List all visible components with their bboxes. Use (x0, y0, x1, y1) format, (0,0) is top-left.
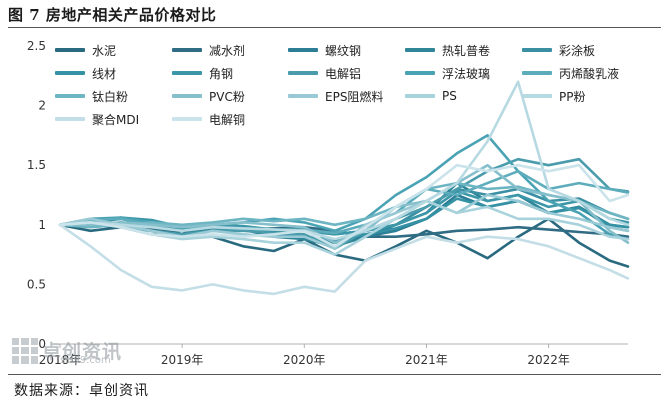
legend-item: 水泥 (55, 42, 116, 58)
legend-item: 线材 (55, 65, 116, 81)
legend-swatch (522, 48, 552, 52)
legend-label: 电解铜 (209, 112, 246, 127)
x-tick-label: 2021年 (405, 353, 448, 367)
legend-label: 热轧普卷 (442, 43, 491, 58)
source-note: 数据来源：卓创资讯 (14, 383, 149, 399)
legend-item: 螺纹钢 (288, 42, 361, 58)
legend-label: 水泥 (92, 43, 117, 58)
legend-swatch (288, 48, 318, 52)
legend-label: 浮法玻璃 (442, 66, 491, 81)
legend-label: PP粉 (559, 89, 586, 104)
legend-label: EPS阻燃料 (325, 89, 384, 104)
y-tick-label: 0.5 (27, 277, 46, 291)
legend-swatch (522, 94, 552, 98)
top-rule (8, 27, 661, 28)
bottom-rule (8, 374, 661, 375)
legend-item: 彩涂板 (522, 42, 595, 58)
legend-item: 浮法玻璃 (405, 65, 490, 81)
series-line-15 (58, 80, 630, 241)
legend-label: 角钢 (209, 66, 234, 81)
series-line-16 (58, 223, 630, 296)
legend-swatch (172, 48, 202, 52)
legend-label: 线材 (92, 66, 117, 81)
watermark-logo: 卓创资讯 (12, 337, 122, 364)
legend-item: 角钢 (172, 65, 233, 81)
series-line-17 (58, 163, 630, 248)
legend-item: PS (405, 88, 457, 104)
chart-title: 图 7 房地产相关产品价格对比 (8, 6, 217, 24)
x-tick-label: 2022年 (527, 353, 570, 367)
legend-swatch (522, 71, 552, 75)
legend-label: 彩涂板 (559, 43, 596, 58)
y-tick-label: 2.5 (27, 39, 46, 53)
x-tick-label: 2019年 (161, 353, 204, 367)
watermark-grid-icon (12, 337, 38, 364)
y-tick-label: 2 (38, 99, 46, 113)
x-tick-label: 2018年 (39, 353, 82, 367)
legend-label: 丙烯酸乳液 (559, 66, 620, 81)
legend-item: 聚合MDI (55, 111, 139, 127)
legend-swatch (172, 71, 202, 75)
legend-swatch (55, 117, 85, 121)
legend-item: EPS阻燃料 (288, 88, 383, 104)
legend-swatch (288, 94, 318, 98)
y-tick-label: 0 (38, 337, 46, 351)
y-tick-label: 1 (38, 218, 46, 232)
legend-item: 电解铝 (288, 65, 361, 81)
legend-swatch (55, 71, 85, 75)
legend-item: 钛白粉 (55, 88, 128, 104)
legend-label: 减水剂 (209, 43, 246, 58)
legend-swatch (172, 94, 202, 98)
legend-swatch (405, 94, 435, 98)
series-line-7 (58, 190, 630, 236)
x-tick-label: 2020年 (283, 353, 326, 367)
legend-item: PP粉 (522, 88, 585, 104)
legend-swatch (55, 48, 85, 52)
legend-label: PVC粉 (209, 89, 245, 104)
legend-swatch (172, 117, 202, 121)
watermark-url: sci99.com (60, 355, 111, 366)
y-tick-label: 1.5 (27, 158, 46, 172)
legend-swatch (405, 71, 435, 75)
legend-label: 聚合MDI (92, 112, 140, 127)
legend-swatch (55, 94, 85, 98)
legend-item: PVC粉 (172, 88, 245, 104)
legend-label: 电解铝 (325, 66, 362, 81)
legend-item: 热轧普卷 (405, 42, 490, 58)
watermark-name: 卓创资讯 (42, 341, 123, 363)
legend-item: 电解铜 (172, 111, 245, 127)
legend-label: 钛白粉 (92, 89, 129, 104)
legend-swatch (405, 48, 435, 52)
legend-swatch (288, 71, 318, 75)
legend-label: PS (442, 89, 457, 103)
legend-label: 螺纹钢 (325, 43, 362, 58)
legend-item: 丙烯酸乳液 (522, 65, 619, 81)
legend-item: 减水剂 (172, 42, 245, 58)
